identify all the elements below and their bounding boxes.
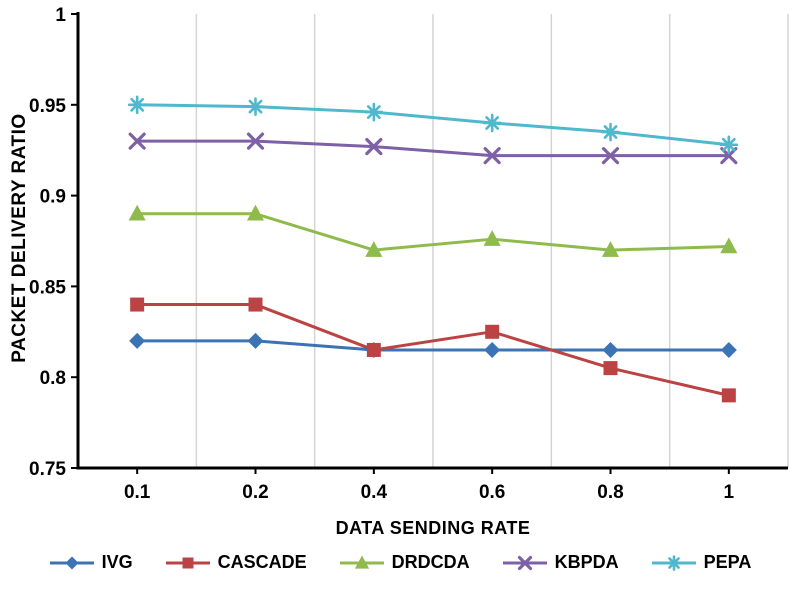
legend-label: DRDCDA — [391, 552, 470, 572]
legend-swatch-diamond-icon — [49, 556, 94, 569]
square-marker — [721, 388, 736, 403]
series-line-pepa — [135, 103, 731, 147]
square-marker — [248, 297, 263, 312]
asterisk-marker — [665, 554, 682, 571]
x-tick-label: 0.1 — [124, 482, 151, 503]
asterisk-marker — [364, 102, 384, 122]
x-tick-label: 0.6 — [479, 482, 505, 503]
asterisk-marker — [719, 135, 739, 155]
x-marker — [517, 555, 532, 570]
x-tick-label: 1 — [724, 482, 735, 503]
diamond-marker — [484, 341, 501, 358]
square-marker — [485, 324, 500, 339]
legend-label: PEPA — [703, 552, 752, 572]
legend-swatch-square-icon — [165, 557, 210, 568]
diamond-marker — [602, 341, 619, 358]
y-tick-label: 0.8 — [40, 368, 66, 389]
legend-label: KBPDA — [554, 552, 619, 572]
triangle-marker — [483, 230, 501, 246]
series-line-drdcda — [135, 212, 731, 252]
x-marker — [601, 147, 620, 165]
y-tick-label: 0.95 — [29, 96, 66, 117]
diamond-marker — [720, 341, 737, 358]
triangle-marker — [365, 241, 383, 257]
asterisk-marker — [246, 97, 265, 116]
legend-swatch-triangle-icon — [339, 555, 384, 569]
asterisk-marker — [127, 95, 147, 115]
legend-item-cascade: CASCADE — [165, 552, 307, 573]
legend-label: IVG — [101, 552, 133, 572]
x-marker — [128, 132, 146, 150]
x-tick-label: 0.8 — [597, 482, 623, 503]
x-marker — [483, 147, 501, 165]
series-line-cascade — [135, 303, 731, 397]
plot-area: 0.75 0.8 0.85 0.9 0.95 1 0.1 0.2 0.4 0.6 0.8 1 — [29, 5, 789, 503]
diamond-marker — [65, 556, 79, 569]
y-tick-label: 0.85 — [29, 277, 66, 298]
legend-item-drdcda: DRDCDA — [339, 552, 470, 573]
square-marker — [366, 342, 381, 357]
asterisk-marker — [601, 122, 620, 142]
legend-swatch-x-icon — [502, 555, 547, 570]
x-axis-title: DATA SENDING RATE — [335, 518, 531, 538]
x-marker — [365, 137, 383, 156]
square-marker — [182, 557, 194, 568]
legend-item-kbpda: KBPDA — [502, 552, 619, 573]
x-tick-label: 0.2 — [242, 482, 268, 503]
square-marker — [603, 361, 618, 376]
y-tick-label: 0.9 — [40, 187, 66, 208]
series-line-kbpda — [135, 139, 731, 158]
y-tick-label: 1 — [55, 5, 66, 26]
legend-swatch-asterisk-icon — [651, 554, 696, 571]
diamond-marker — [247, 332, 264, 349]
diamond-marker — [129, 332, 146, 349]
triangle-marker — [128, 204, 146, 221]
y-tick-label: 0.75 — [29, 459, 66, 480]
x-marker — [246, 132, 265, 150]
x-tick-label: 0.4 — [361, 482, 388, 503]
triangle-marker — [246, 204, 265, 221]
legend-label: CASCADE — [217, 552, 307, 572]
triangle-marker — [601, 241, 620, 257]
series-line-ivg — [135, 339, 731, 352]
square-marker — [130, 297, 145, 312]
triangle-marker — [720, 237, 738, 254]
legend: IVG CASCADE DRDCDA KBPDA PEPA — [0, 552, 800, 573]
legend-item-ivg: IVG — [49, 552, 133, 573]
asterisk-marker — [482, 113, 502, 133]
triangle-marker — [354, 555, 369, 569]
legend-item-pepa: PEPA — [651, 552, 752, 573]
